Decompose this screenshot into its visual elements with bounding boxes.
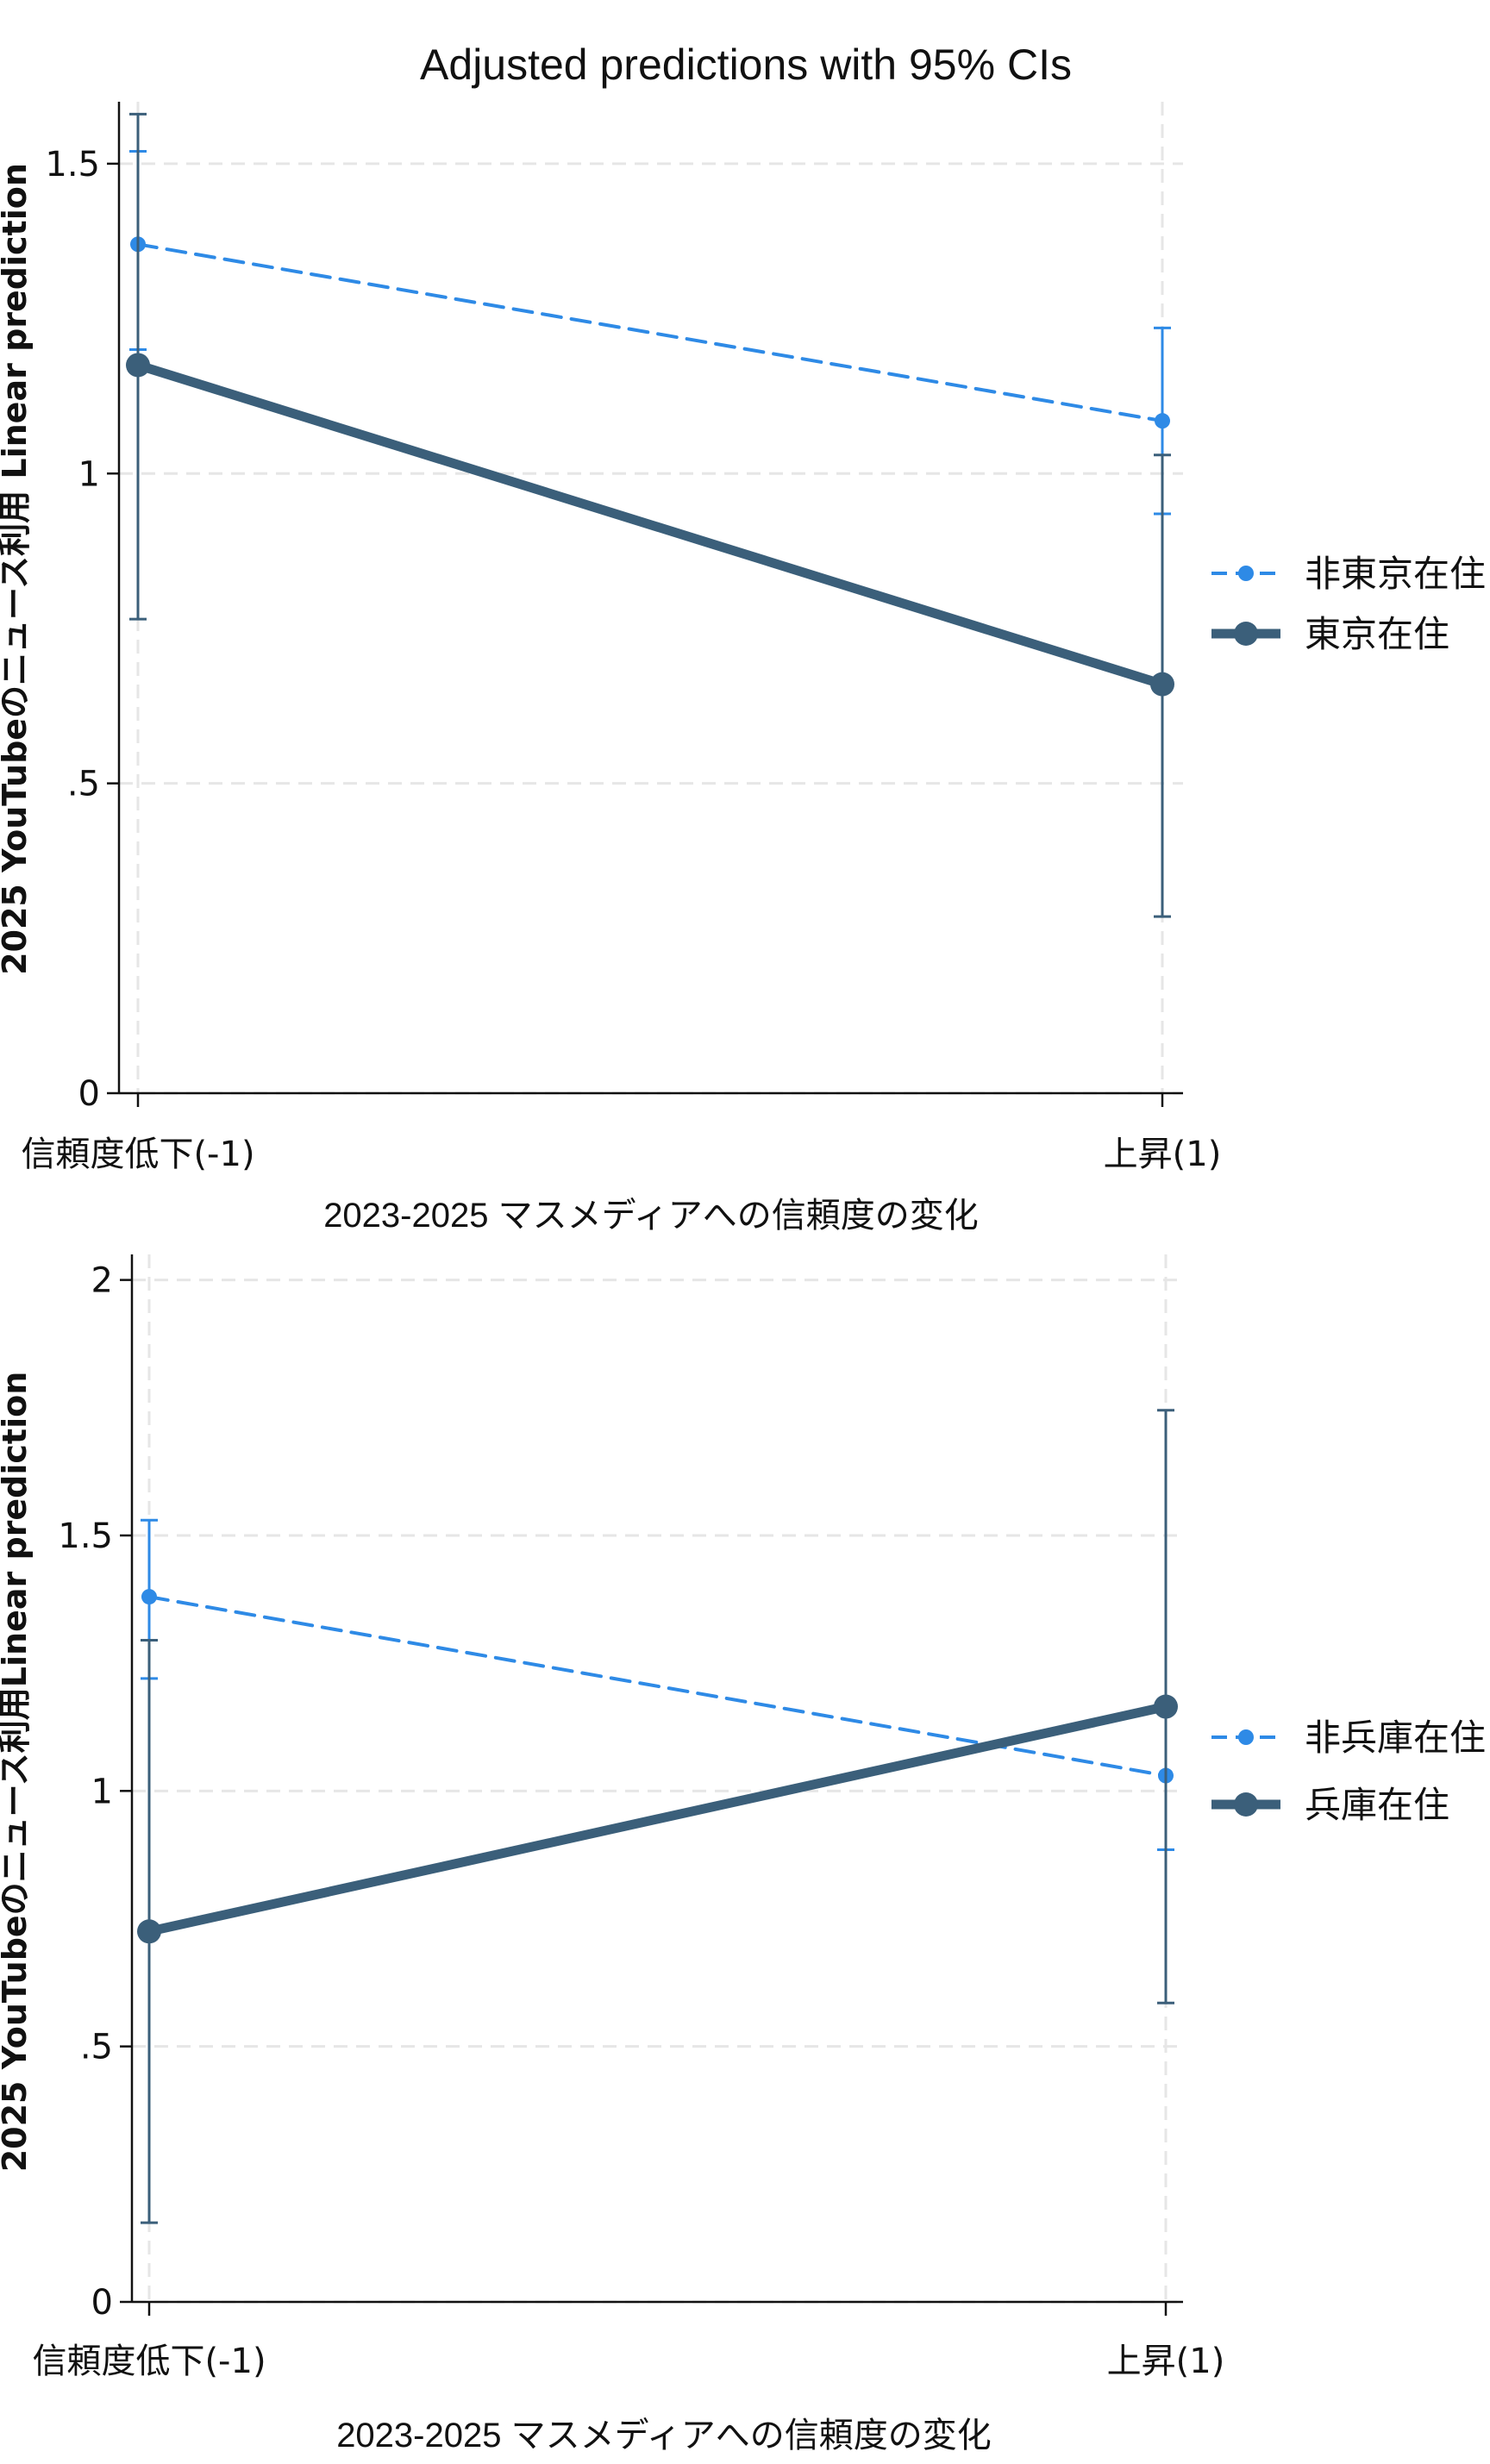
y-tick-label: 1: [91, 1772, 113, 1811]
y-tick-label: .5: [80, 2028, 113, 2067]
x-axis-label: 2023-2025 マスメディアへの信頼度の変化: [323, 1197, 979, 1235]
y-tick-label: 1: [78, 454, 100, 494]
chart-panel-tokyo: Adjusted predictions with 95% CIs 2025 Y…: [0, 41, 1486, 1235]
x-axis-label: 2023-2025 マスメディアへの信頼度の変化: [336, 2417, 992, 2455]
x-tick-label: 信頼度低下(-1): [32, 2342, 266, 2381]
legend-label: 非兵庫在住: [1305, 1717, 1486, 1759]
series-resident-line: [133, 360, 1168, 690]
y-tick-label: 1.5: [45, 145, 100, 184]
legend-label: 兵庫在住: [1305, 1784, 1449, 1826]
y-tick-label: 2: [91, 1261, 113, 1301]
legend-label: 東京在住: [1305, 613, 1449, 655]
legend-label: 非東京在住: [1305, 553, 1486, 595]
series-non-resident-marker: [141, 1589, 157, 1605]
y-tick-label: 0: [78, 1074, 100, 1114]
x-tick-label: 信頼度低下(-1): [21, 1135, 254, 1174]
series-non-resident-line: [136, 242, 1164, 423]
series-resident-marker: [137, 1919, 161, 1944]
legend-swatch-marker: [1238, 566, 1254, 581]
chart-panel-hyogo: 2025 YouTubeのニュース利用Linear prediction 202…: [0, 1254, 1486, 2455]
legend-swatch-marker: [1238, 1729, 1254, 1745]
y-axis-label: 2025 YouTubeのニュース利用Linear prediction: [0, 1372, 34, 2173]
y-tick-label: 1.5: [58, 1517, 113, 1556]
series-non-resident-marker: [1155, 413, 1170, 429]
plot-area: 0 .5 1 1.5 2 信頼度低下(-1) 上昇(1): [32, 1254, 1224, 2381]
series-resident-marker: [1154, 1694, 1178, 1719]
series-resident-line: [144, 1702, 1171, 1936]
series-resident-marker: [126, 353, 150, 378]
plot-area: 0 .5 1 1.5 信頼度低下(-1) 上昇(1): [21, 102, 1221, 1174]
series-resident-marker: [1150, 672, 1174, 697]
y-tick-label: .5: [67, 765, 100, 804]
y-tick-label: 0: [91, 2283, 113, 2323]
chart-title: Adjusted predictions with 95% CIs: [420, 41, 1072, 89]
y-axis-label: 2025 YouTubeのニュース利用 Linear prediction: [0, 163, 34, 975]
legend-swatch-marker: [1234, 1792, 1258, 1817]
series-non-resident-line: [147, 1595, 1168, 1778]
x-tick-label: 上昇(1): [1107, 2342, 1225, 2381]
legend-swatch-marker: [1234, 622, 1258, 646]
x-tick-label: 上昇(1): [1104, 1135, 1222, 1174]
